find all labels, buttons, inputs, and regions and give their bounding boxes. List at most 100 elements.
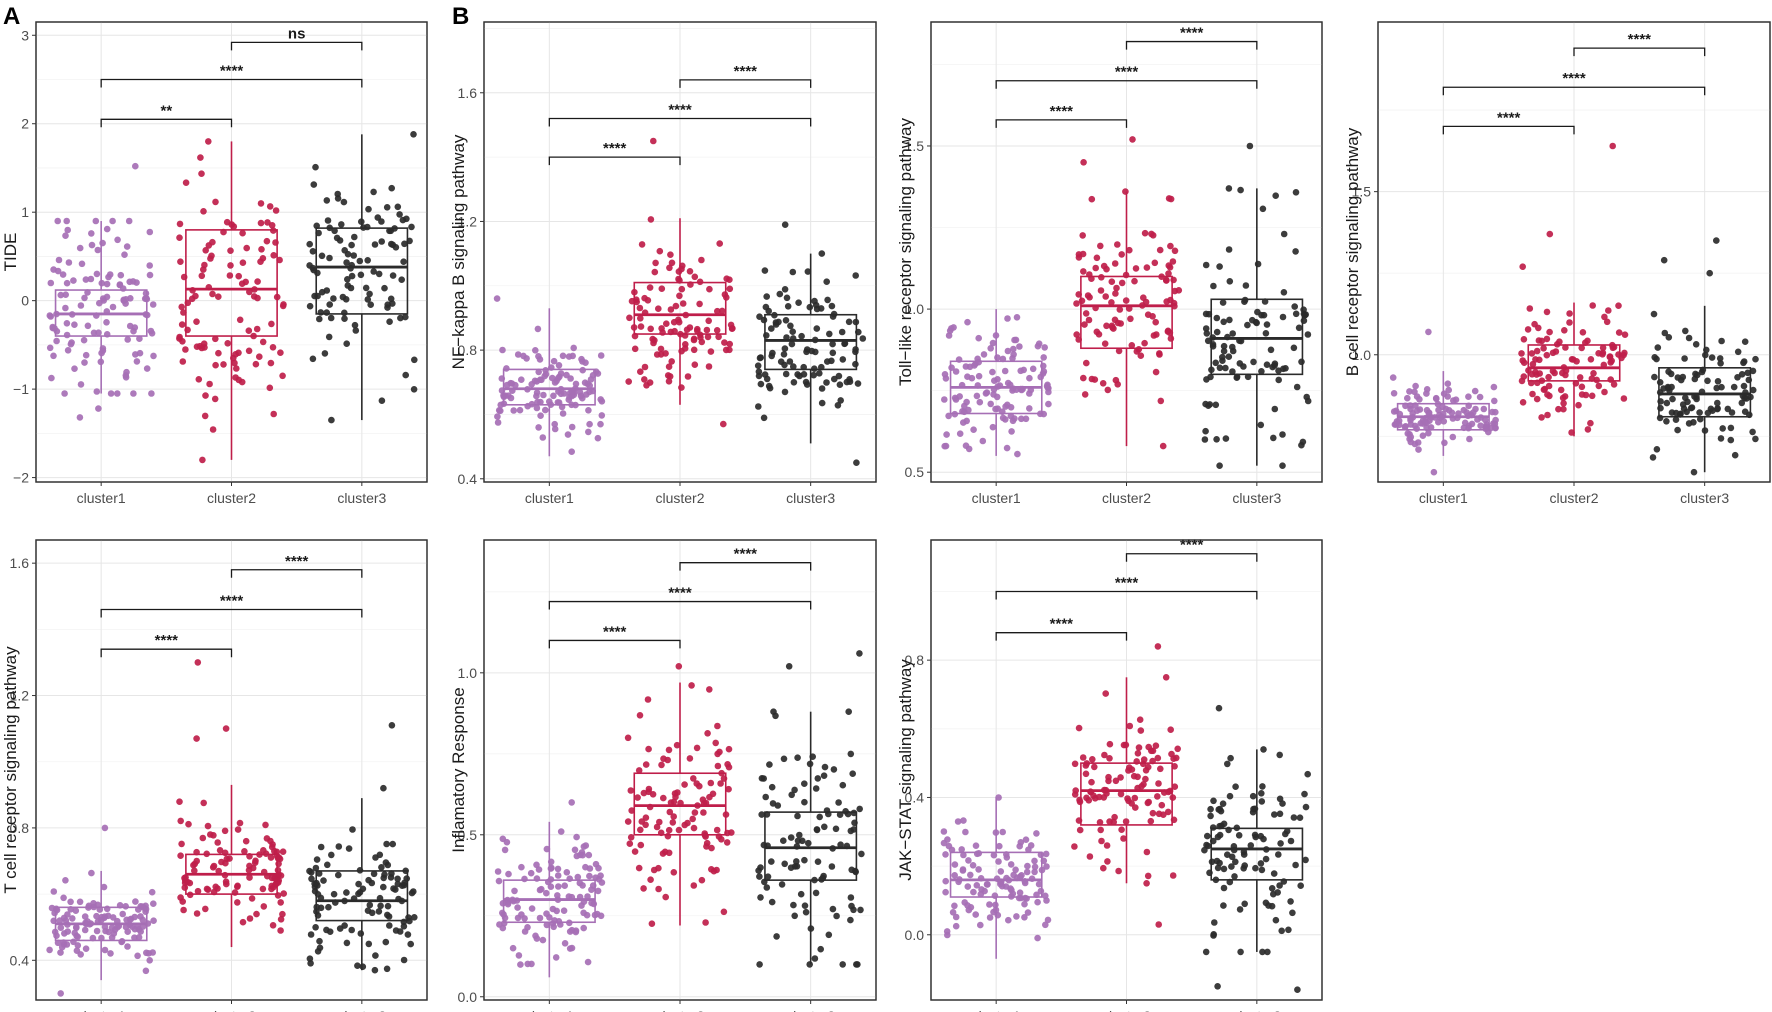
data-point	[1152, 742, 1160, 749]
data-point	[787, 834, 795, 841]
data-point	[1259, 205, 1267, 213]
data-point	[579, 366, 586, 374]
data-point	[306, 240, 314, 248]
data-point	[384, 861, 392, 869]
data-point	[316, 937, 323, 945]
data-point	[1141, 339, 1148, 347]
data-point	[1212, 401, 1220, 409]
data-point	[821, 763, 829, 771]
data-point	[1714, 378, 1722, 385]
significance-bracket: ****	[548, 102, 812, 127]
data-point	[1264, 948, 1271, 956]
data-point	[1730, 383, 1738, 391]
bracket-line	[995, 632, 1128, 641]
data-point	[327, 314, 335, 322]
data-point	[1075, 336, 1082, 343]
data-point	[1043, 382, 1051, 390]
data-point	[1031, 857, 1038, 865]
data-point	[313, 856, 321, 863]
y-tick-label: 1.5	[1352, 184, 1372, 200]
data-point	[635, 864, 643, 872]
data-point	[223, 880, 230, 888]
data-point	[306, 955, 314, 962]
data-point	[1533, 371, 1540, 378]
bracket-line	[1442, 125, 1575, 135]
data-point	[1303, 393, 1310, 401]
data-point	[800, 363, 807, 371]
significance-label: ****	[734, 546, 758, 563]
data-point	[813, 826, 821, 833]
data-point	[184, 326, 191, 334]
data-point	[631, 848, 639, 855]
data-point	[71, 365, 78, 373]
data-point	[1390, 390, 1398, 397]
data-point	[389, 840, 397, 848]
data-point	[1584, 426, 1592, 433]
data-point	[1081, 391, 1089, 398]
data-point	[796, 831, 803, 839]
data-point	[1566, 319, 1573, 326]
y-tick-label: 0.4	[905, 789, 925, 805]
data-point	[103, 905, 111, 913]
significance-label: ****	[220, 63, 244, 80]
data-point	[101, 946, 109, 954]
data-point	[588, 886, 595, 893]
data-point	[961, 899, 968, 906]
data-point	[1745, 376, 1753, 384]
data-point	[324, 217, 332, 224]
data-point	[726, 340, 733, 348]
data-point	[352, 327, 360, 334]
data-point	[1005, 876, 1013, 884]
data-point	[813, 305, 821, 313]
data-point	[757, 864, 764, 871]
data-point	[371, 241, 379, 248]
data-point	[328, 416, 335, 424]
data-point	[1606, 353, 1614, 361]
data-point	[63, 320, 71, 327]
data-point	[1091, 376, 1099, 383]
data-point	[365, 940, 373, 948]
data-point	[377, 902, 384, 910]
data-point	[1013, 874, 1021, 882]
data-point	[515, 952, 523, 959]
data-point	[693, 744, 701, 752]
data-point	[980, 351, 988, 358]
data-point	[1115, 347, 1123, 355]
data-point	[106, 271, 114, 278]
data-point	[557, 370, 565, 377]
data-point	[1097, 242, 1104, 250]
data-point	[1080, 268, 1087, 275]
data-point	[1155, 921, 1162, 928]
data-point	[318, 252, 326, 260]
data-point	[1220, 902, 1227, 909]
data-point	[1603, 318, 1611, 326]
data-point	[248, 895, 256, 902]
data-point	[510, 407, 517, 414]
data-point	[852, 867, 859, 875]
data-point	[818, 399, 826, 407]
y-tick-label: 1.0	[1352, 347, 1372, 363]
data-point	[92, 217, 100, 225]
data-point	[53, 310, 60, 318]
data-point	[309, 355, 317, 363]
data-point	[1139, 302, 1146, 309]
data-point	[977, 890, 985, 898]
data-point	[408, 223, 415, 231]
box-iqr	[185, 229, 278, 337]
data-point	[690, 824, 698, 832]
data-point	[538, 376, 545, 384]
data-point	[402, 313, 409, 321]
data-point	[326, 254, 333, 262]
data-point	[1130, 772, 1138, 780]
data-point	[1017, 385, 1025, 393]
data-point	[82, 945, 90, 952]
data-point	[631, 332, 639, 340]
data-point	[495, 877, 503, 885]
data-point	[277, 927, 284, 934]
data-point	[1118, 251, 1125, 258]
data-point	[142, 311, 150, 318]
data-point	[82, 276, 90, 283]
data-point	[1024, 862, 1031, 870]
data-point	[274, 855, 282, 862]
data-point	[246, 874, 253, 881]
